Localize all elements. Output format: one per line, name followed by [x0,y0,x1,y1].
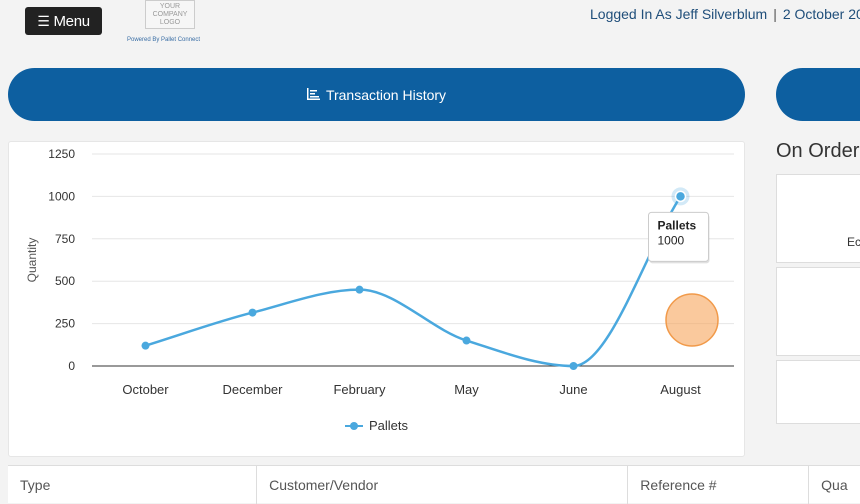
y-tick-label: 750 [55,232,75,246]
legend-marker [350,422,358,430]
separator: | [773,6,777,22]
hamburger-icon: ☰ [37,12,50,29]
tooltip-series-label: Pallets [658,218,697,232]
y-axis-label: Quantity [25,238,39,283]
card-text: Ec [847,235,860,249]
column-header-type[interactable]: Type [8,466,258,504]
powered-by-text: Powered By Pallet Connect [127,37,201,43]
date-text: 2 October 20 [782,6,860,22]
company-logo: YOUR COMPANY LOGO [145,0,195,29]
transaction-history-button[interactable]: Transaction History [8,68,745,121]
tooltip-value: 1000 [658,233,685,247]
x-tick-label: February [333,382,386,397]
column-header-reference[interactable]: Reference # [628,466,810,504]
transaction-history-label: Transaction History [325,86,447,103]
user-status: Logged In As Jeff Silverblum | 2 October 2… [590,6,860,22]
y-tick-label: 1000 [48,189,75,203]
tooltip-box [648,211,709,262]
data-point [141,341,150,350]
legend-label: Pallets [369,418,409,433]
menu-button[interactable]: ☰ Menu [25,7,102,35]
on-order-title: On Order [776,140,860,162]
y-tick-label: 0 [68,359,75,373]
column-header-customer-vendor[interactable]: Customer/Vendor [257,466,629,504]
on-order-card[interactable] [776,360,860,424]
x-tick-label: October [122,382,169,397]
x-tick-label: May [454,382,479,397]
data-point [355,285,364,294]
menu-label: Menu [53,12,90,30]
data-point [674,190,687,203]
x-tick-label: December [223,382,284,397]
y-tick-label: 1250 [48,147,75,161]
on-order-card[interactable]: Ec [776,174,860,263]
x-tick-label: August [660,382,701,397]
column-header-quantity[interactable]: Qua [821,477,848,493]
data-point [248,308,257,317]
transactions-table-header: Type Customer/Vendor Reference # Qua [8,465,860,504]
data-point [462,336,471,345]
y-tick-label: 500 [55,274,75,288]
x-tick-label: June [559,382,587,397]
bar-chart-icon [306,87,320,103]
transaction-chart: 0 250 500 750 1000 1250 Quantity October Decembe… [8,141,745,457]
chart-svg: 0 250 500 750 1000 1250 Quantity October Decembe… [25,147,734,433]
data-point [569,362,578,370]
secondary-banner-button[interactable] [776,68,860,121]
cursor-indicator [665,293,719,347]
logged-in-text: Logged In As Jeff Silverblum [590,6,768,22]
y-tick-label: 250 [55,317,75,331]
on-order-card[interactable] [776,267,860,356]
